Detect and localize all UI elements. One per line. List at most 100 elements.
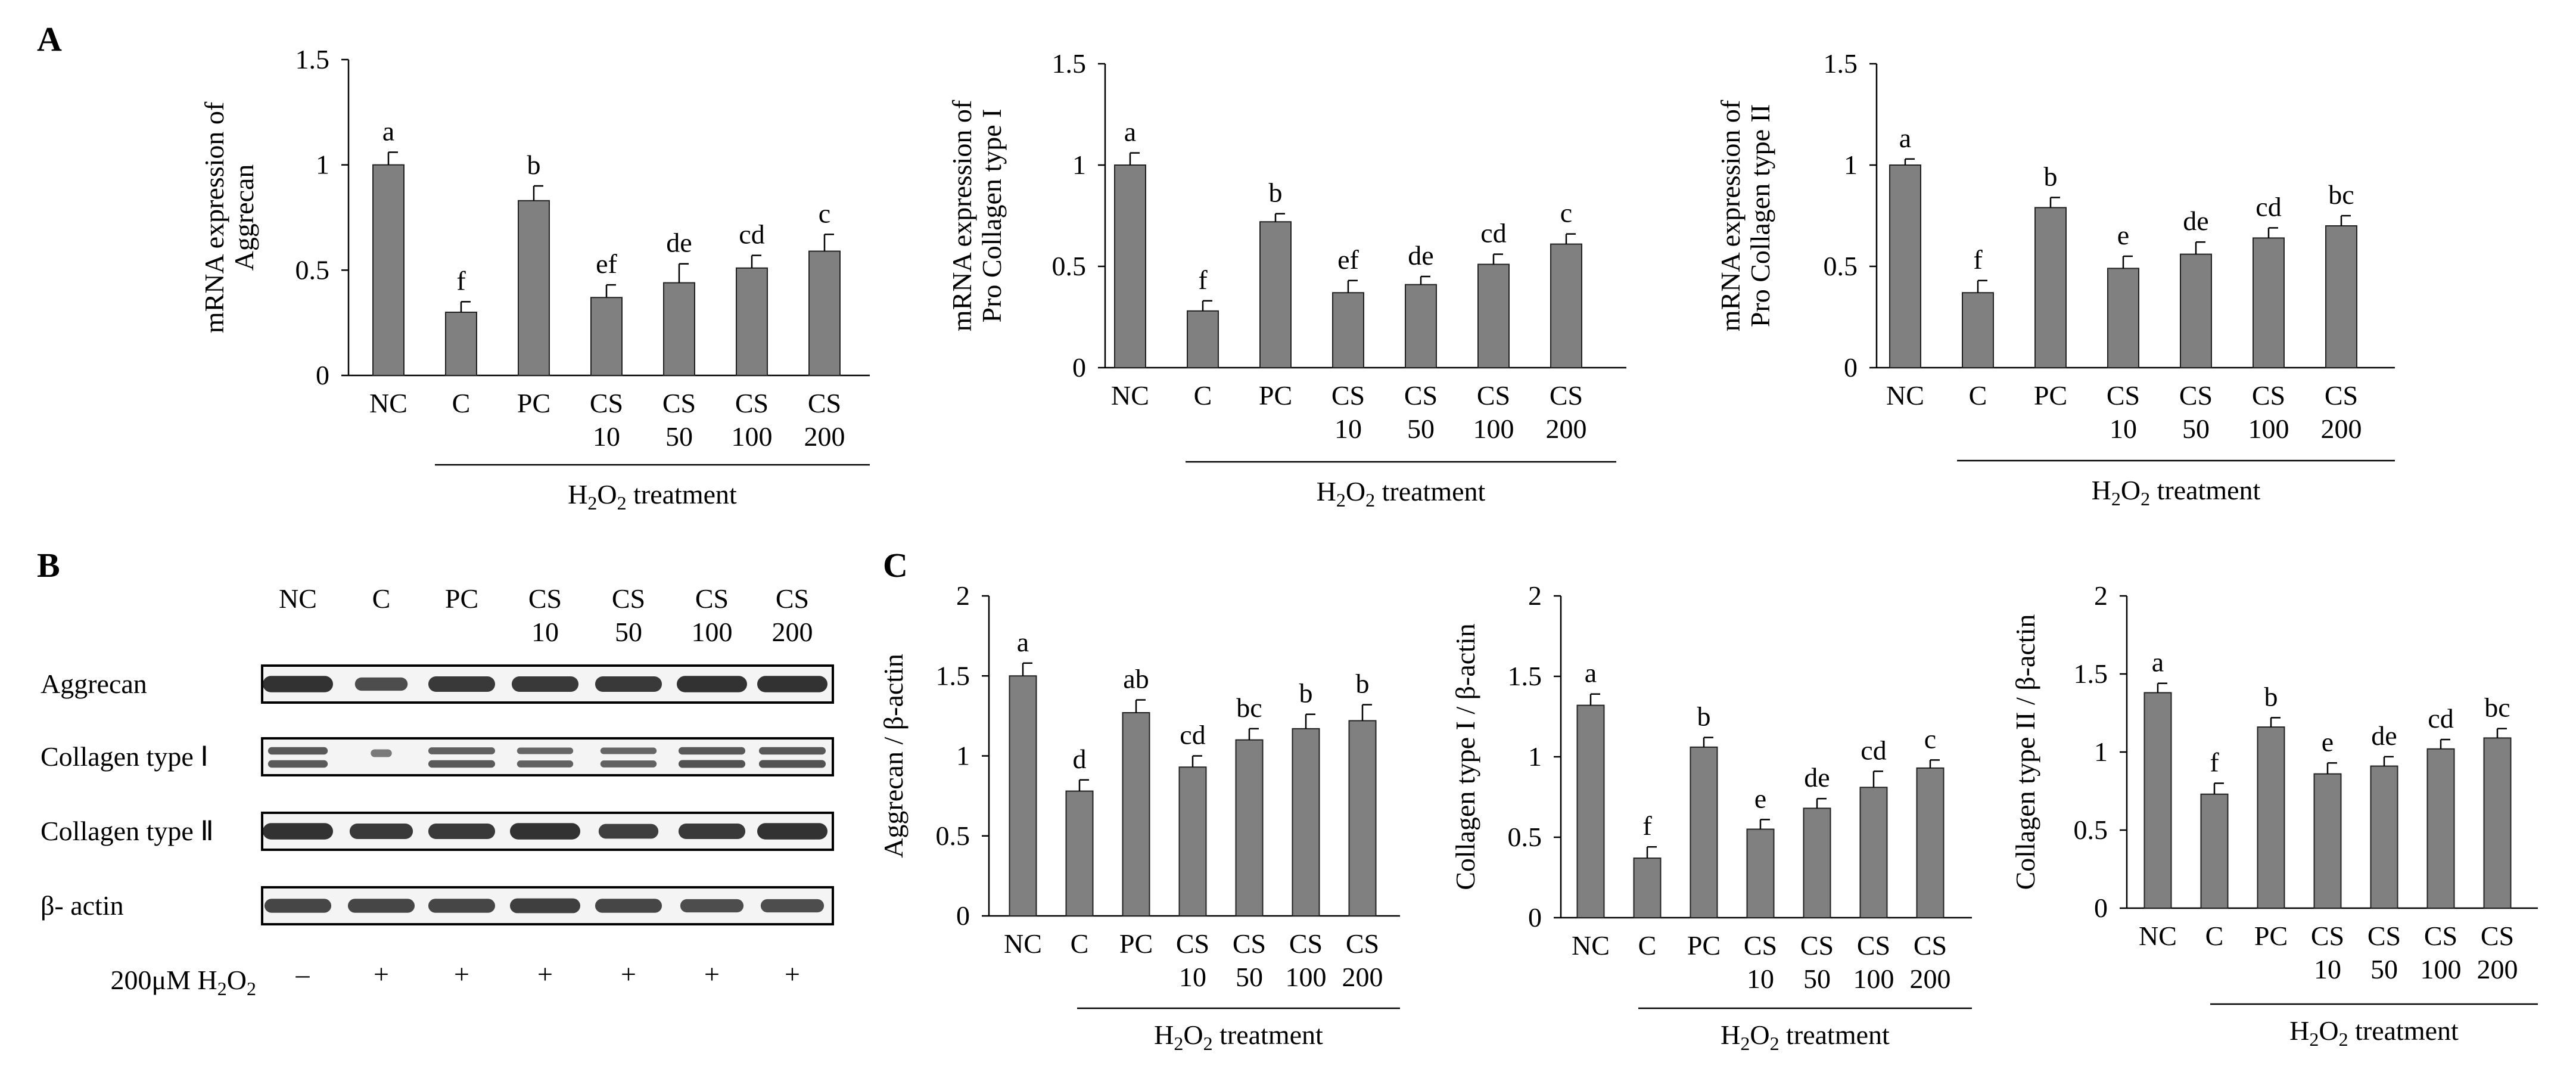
blot-strip [261, 737, 834, 776]
significance-label: b [2264, 681, 2278, 712]
bar [736, 267, 768, 376]
treatment-label: H2O2 treatment [1721, 1020, 1890, 1054]
bar [1405, 284, 1437, 368]
significance-label: cd [1180, 720, 1205, 750]
blot-band [511, 676, 579, 692]
significance-label: e [2322, 726, 2334, 757]
bar [2180, 253, 2212, 368]
bar [1477, 263, 1510, 368]
bar [2370, 765, 2398, 909]
blot-band [428, 823, 496, 840]
y-tick-label: 0.5 [936, 821, 970, 851]
blot-lane-header: CS 50 [612, 583, 645, 647]
y-tick-label: 1 [1528, 741, 1542, 772]
y-tick-label: 0.5 [1508, 822, 1542, 852]
significance-label: a [1899, 123, 1911, 153]
blot-band [263, 823, 333, 840]
blot-band [347, 899, 415, 913]
significance-label: de [2371, 720, 2397, 751]
bar [1859, 787, 1888, 919]
treatment-label: H2O2 treatment [568, 479, 737, 514]
significance-label: cd [739, 219, 764, 250]
x-category-label: PC [1687, 930, 1721, 961]
blot-band [598, 824, 659, 839]
blot-band [678, 760, 746, 768]
y-tick-label: 1 [1844, 150, 1858, 180]
blot-band [517, 747, 574, 754]
significance-label: cd [2428, 703, 2453, 734]
blot-band [595, 676, 662, 692]
x-category-label: CS 200 [2321, 380, 2362, 444]
blot-band [428, 676, 496, 692]
x-category-label: CS 50 [2367, 921, 2401, 984]
bar [1065, 790, 1094, 916]
x-category-label: NC [2139, 921, 2177, 951]
x-category-label: NC [1572, 930, 1610, 961]
significance-label: f [1973, 244, 1983, 275]
blot-row-label: Collagen type Ⅱ [41, 816, 214, 846]
bar [1576, 704, 1605, 918]
significance-label: c [1924, 723, 1936, 754]
x-category-label: CS 200 [1546, 380, 1587, 444]
blot-row-label: Collagen type Ⅰ [41, 741, 209, 772]
blot-treatment-sign: + [704, 959, 720, 989]
x-category-label: CS 10 [590, 388, 623, 452]
chart-aggrecan-protein-ratio: 0 0.5 1 1.5 2 Aggrecan / β-actin a NC d Cab PC cd CS… [878, 580, 1400, 1054]
western-blot-panel: NC C PC CS 10 CS 50 CS 100 CS 200 Aggrecan Collagen … [41, 583, 834, 999]
bar [445, 312, 477, 376]
y-tick-label: 0 [316, 360, 329, 390]
bar [1332, 292, 1364, 369]
x-category-label: C [2205, 921, 2224, 951]
blot-lane-header: CS 100 [692, 583, 733, 647]
bar [1916, 767, 1945, 919]
y-tick-label: 0.5 [2074, 815, 2108, 845]
blot-band [757, 676, 827, 692]
significance-label: b [1299, 678, 1313, 709]
bar [1292, 728, 1320, 916]
x-category-label: NC [1111, 380, 1149, 411]
blot-band [510, 823, 580, 840]
bar [1187, 310, 1219, 368]
blot-band [678, 823, 746, 840]
blot-band [680, 899, 744, 913]
x-category-label: CS 100 [732, 388, 773, 452]
significance-label: cd [1480, 218, 1506, 248]
blot-band [600, 747, 657, 754]
x-category-label: CS 10 [1744, 930, 1777, 994]
blot-treatment-sign: + [374, 959, 389, 989]
x-category-label: CS 50 [1233, 928, 1266, 992]
significance-label: a [2152, 647, 2164, 678]
y-axis-label: mRNA expression ofAggrecan [199, 101, 259, 333]
blot-band [428, 760, 496, 768]
x-category-label: C [1194, 380, 1212, 411]
bar [1889, 164, 1921, 368]
x-category-label: CS 10 [2107, 380, 2140, 444]
significance-label: b [527, 150, 541, 180]
x-category-label: CS 50 [1800, 930, 1834, 994]
y-tick-label: 1 [2094, 737, 2108, 767]
bar [372, 164, 405, 376]
blot-lane-header: C [372, 583, 391, 614]
blot-band [510, 898, 580, 914]
y-axis-label: Aggrecan / β-actin [878, 654, 909, 858]
x-category-label: PC [2034, 380, 2067, 411]
x-category-label: PC [1119, 928, 1153, 959]
significance-label: bc [2484, 692, 2510, 723]
significance-label: cd [2255, 191, 2281, 222]
bar [2313, 773, 2342, 909]
blot-band [517, 760, 574, 768]
blot-treatment-sign: + [454, 959, 469, 989]
blot-band [371, 749, 392, 757]
y-tick-label: 0 [1844, 352, 1858, 383]
chart-collagen-type-i-protein-ratio: 0 0.5 1 1.5 2 Collagen type I / β-actin a NC f Cb… [1450, 580, 1972, 1054]
significance-label: b [1269, 178, 1283, 208]
blot-treatment-sign: + [537, 959, 553, 989]
x-category-label: C [1071, 928, 1089, 959]
blot-lane-header: CS 200 [772, 583, 813, 647]
x-category-label: NC [1886, 380, 1924, 411]
x-category-label: CS 10 [1331, 380, 1365, 444]
bar [1690, 746, 1718, 919]
blot-row-label: β- actin [41, 890, 124, 921]
blot-band [758, 760, 826, 768]
